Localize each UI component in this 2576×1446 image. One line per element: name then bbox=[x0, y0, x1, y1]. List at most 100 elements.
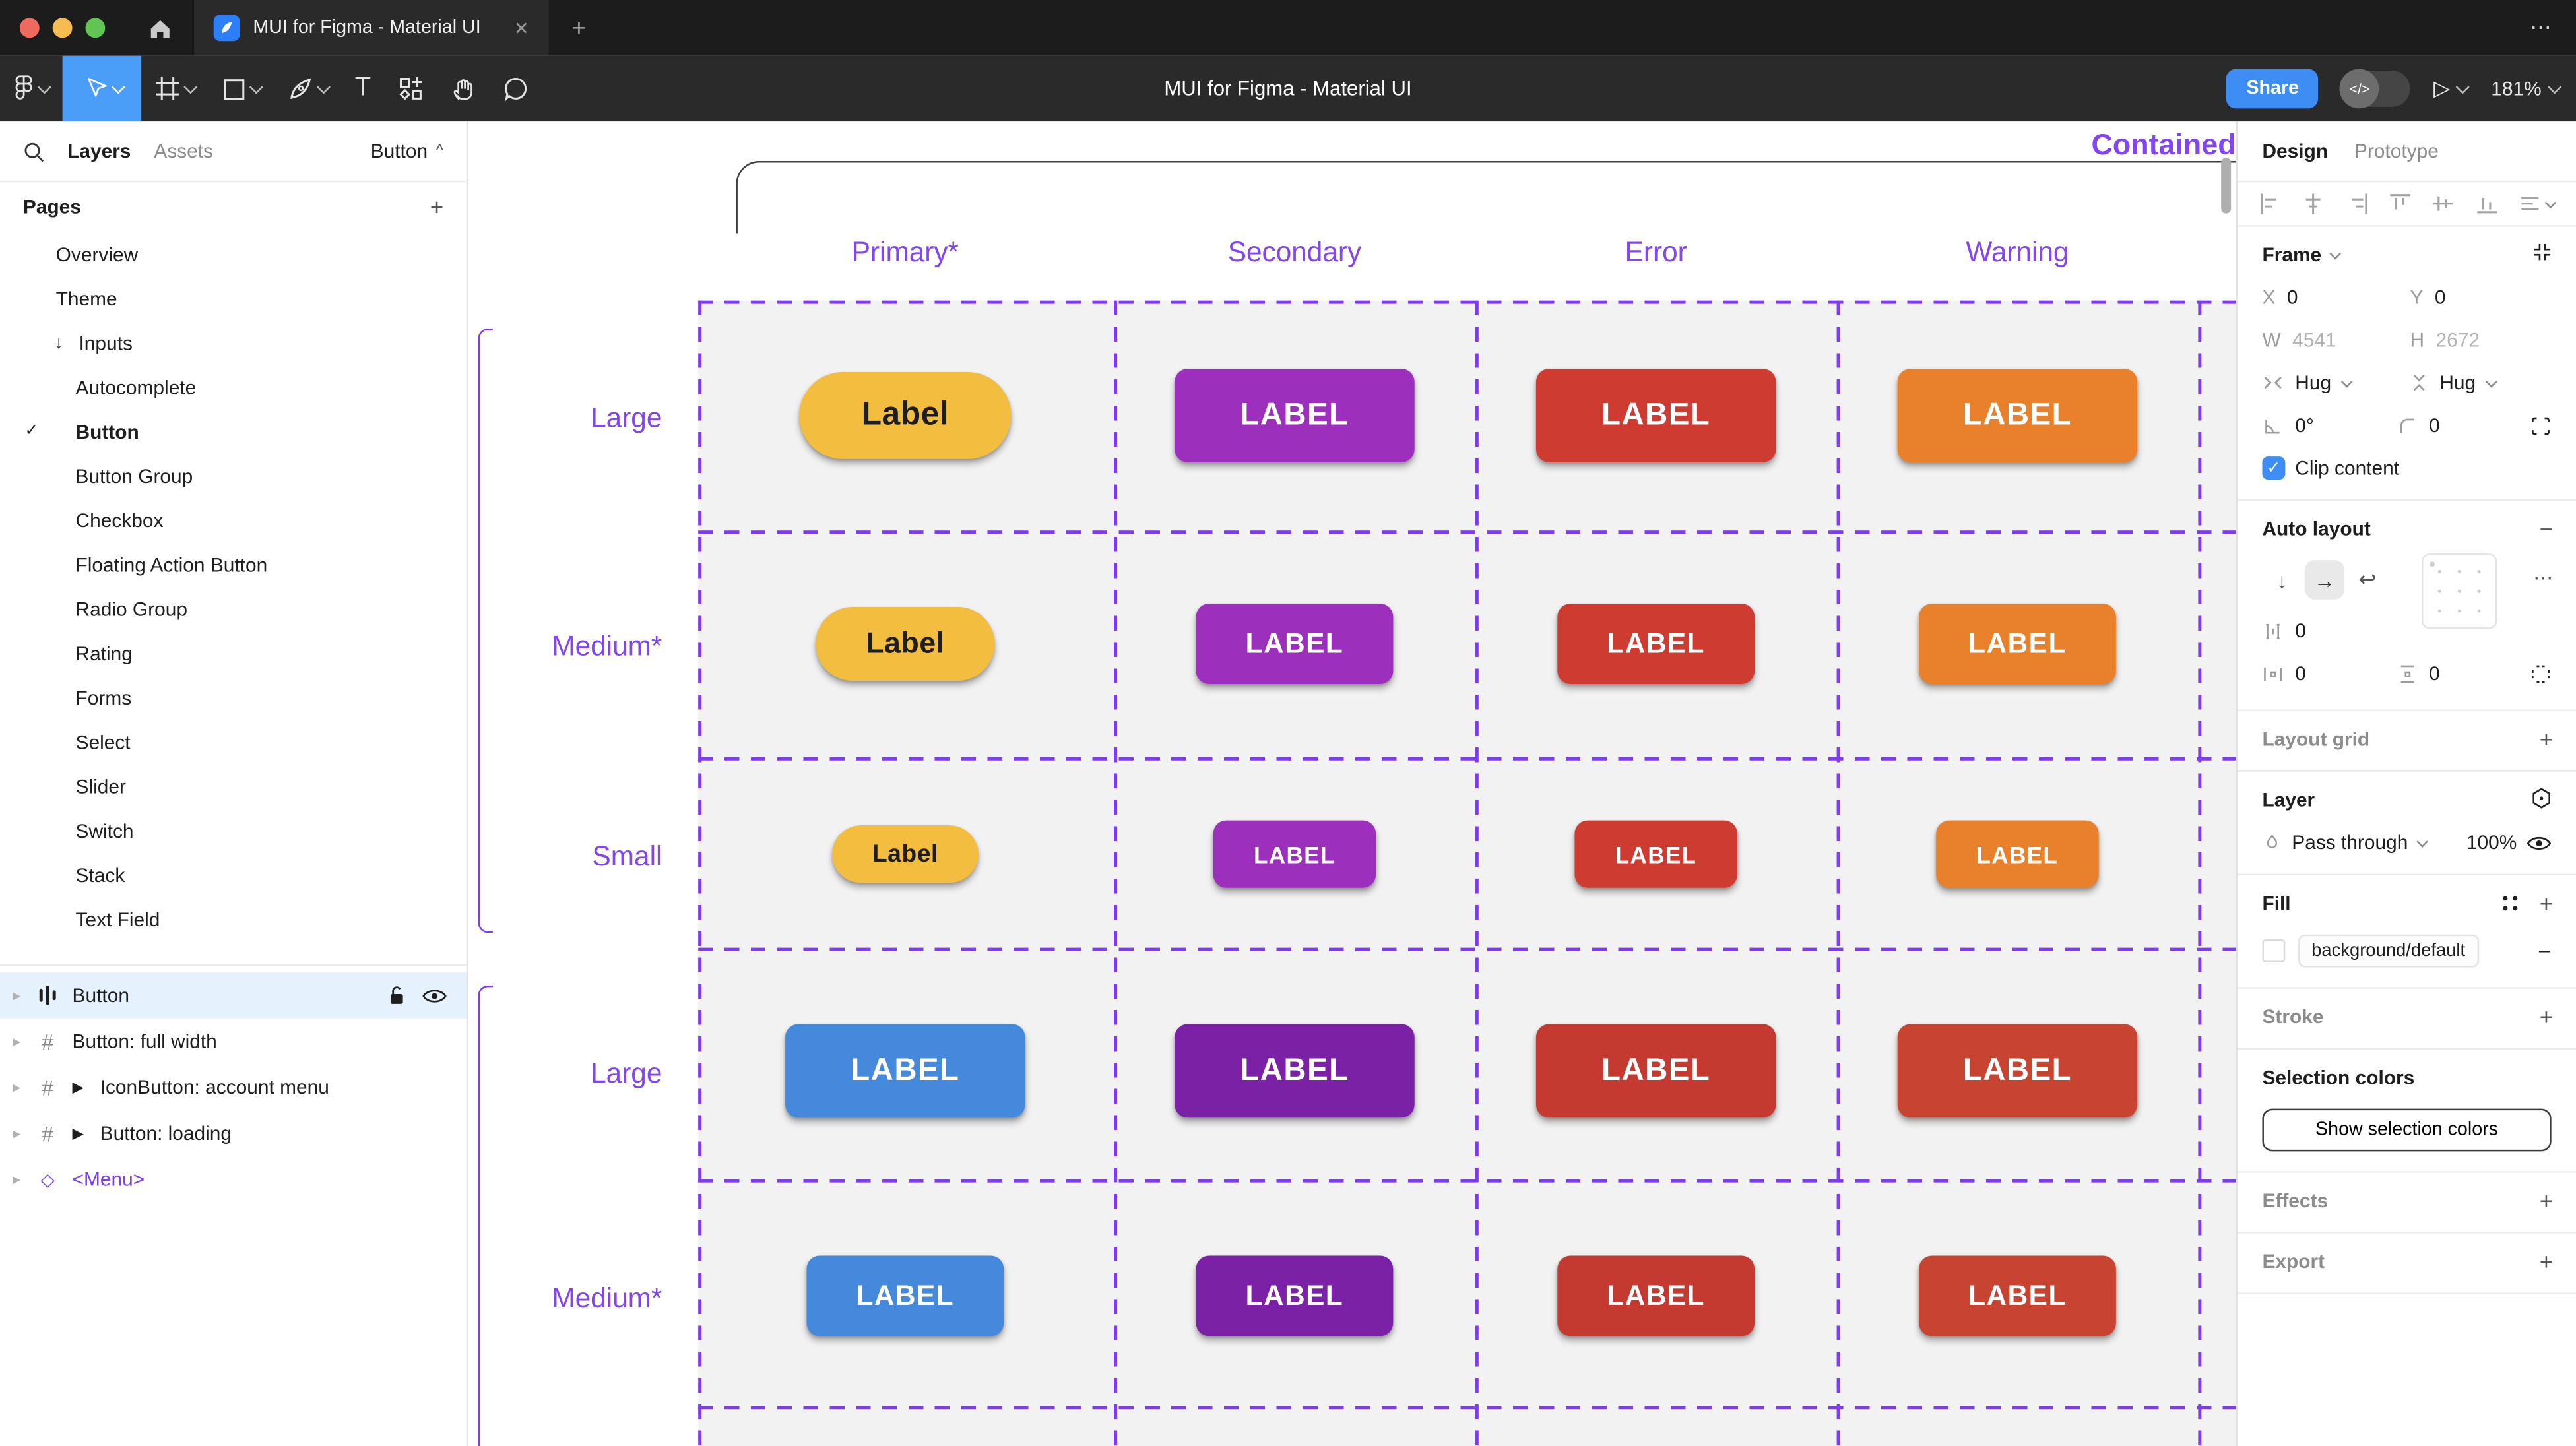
dev-mode-toggle[interactable]: </> bbox=[2340, 69, 2411, 109]
specimen-button-r3-c4[interactable]: LABEL bbox=[1936, 820, 2099, 888]
clip-content-checkbox[interactable]: ✓ bbox=[2262, 456, 2286, 480]
layer-item-iconbutton-account-menu[interactable]: ▸ # ▶ IconButton: account menu bbox=[0, 1064, 467, 1110]
height-field[interactable]: H 2672 bbox=[2410, 329, 2548, 352]
page-item-rating[interactable]: Rating bbox=[0, 631, 467, 675]
pen-tool-button[interactable] bbox=[274, 56, 342, 122]
add-layout-grid-button[interactable]: + bbox=[2539, 726, 2554, 753]
visibility-eye-icon[interactable] bbox=[2527, 834, 2552, 852]
specimen-button-r4-c4[interactable]: LABEL bbox=[1897, 1024, 2138, 1118]
new-tab-button[interactable]: + bbox=[571, 14, 587, 42]
align-right-icon[interactable] bbox=[2346, 192, 2369, 215]
y-position-field[interactable]: Y 0 bbox=[2410, 286, 2548, 309]
clip-content-row[interactable]: ✓ Clip content bbox=[2262, 456, 2551, 480]
specimen-button-r2-c3[interactable]: LABEL bbox=[1557, 604, 1755, 685]
tab-layers[interactable]: Layers bbox=[67, 139, 131, 163]
hand-tool-button[interactable] bbox=[437, 56, 490, 122]
minimize-window-button[interactable] bbox=[52, 18, 73, 38]
shape-tool-button[interactable] bbox=[209, 56, 274, 122]
align-vertical-center-icon[interactable] bbox=[2432, 192, 2455, 215]
specimen-button-r4-c1[interactable]: LABEL bbox=[785, 1024, 1025, 1118]
page-item-overview[interactable]: Overview bbox=[0, 232, 467, 276]
canvas[interactable]: Contained Primary* Secondary Error Warning … bbox=[468, 121, 2236, 1446]
resources-tool-button[interactable] bbox=[384, 56, 437, 122]
x-position-field[interactable]: X 0 bbox=[2262, 286, 2400, 309]
specimen-button-r5-c2[interactable]: LABEL bbox=[1196, 1255, 1394, 1336]
wrap-button[interactable]: ↩ bbox=[2358, 566, 2377, 592]
remove-auto-layout-button[interactable]: − bbox=[2539, 515, 2554, 542]
specimen-button-r2-c1[interactable]: Label bbox=[816, 606, 995, 681]
auto-layout-more-button[interactable]: ⋯ bbox=[2533, 566, 2554, 590]
present-button[interactable]: ▷ bbox=[2433, 76, 2470, 102]
page-item-text-field[interactable]: Text Field bbox=[0, 896, 467, 941]
specimen-button-r1-c1[interactable]: Label bbox=[799, 371, 1012, 459]
specimen-button-r4-c3[interactable]: LABEL bbox=[1535, 1024, 1776, 1118]
layer-item-button[interactable]: ▸ Button bbox=[0, 972, 467, 1019]
zoom-menu[interactable]: 181% bbox=[2491, 77, 2562, 100]
specimen-button-r1-c2[interactable]: LABEL bbox=[1175, 368, 1415, 462]
close-window-button[interactable] bbox=[19, 18, 40, 38]
specimen-button-r3-c2[interactable]: LABEL bbox=[1213, 820, 1376, 888]
specimen-button-r2-c2[interactable]: LABEL bbox=[1196, 604, 1394, 685]
add-fill-button[interactable]: + bbox=[2539, 890, 2554, 917]
specimen-button-r3-c3[interactable]: LABEL bbox=[1574, 820, 1737, 888]
add-stroke-button[interactable]: + bbox=[2539, 1003, 2554, 1030]
close-tab-icon[interactable]: ✕ bbox=[513, 18, 529, 39]
independent-corners-icon[interactable] bbox=[2530, 415, 2551, 436]
gap-field[interactable]: 0 bbox=[2262, 619, 2400, 643]
horizontal-sizing-dropdown[interactable]: Hug bbox=[2262, 371, 2400, 394]
page-selector[interactable]: Button ^ bbox=[371, 140, 444, 163]
figma-menu-button[interactable] bbox=[0, 56, 63, 122]
fill-color-swatch[interactable] bbox=[2262, 939, 2286, 963]
specimen-button-r5-c1[interactable]: LABEL bbox=[806, 1255, 1004, 1336]
expand-caret-icon[interactable]: ▸ bbox=[13, 1032, 21, 1049]
show-selection-colors-button[interactable]: Show selection colors bbox=[2262, 1108, 2552, 1152]
align-top-icon[interactable] bbox=[2389, 192, 2412, 215]
blend-mode-dropdown[interactable]: Pass through bbox=[2292, 831, 2408, 854]
comment-tool-button[interactable] bbox=[489, 56, 542, 122]
section-title[interactable]: Contained bbox=[2091, 128, 2236, 162]
add-page-button[interactable]: + bbox=[430, 193, 444, 220]
canvas-scrollbar[interactable] bbox=[2221, 158, 2232, 214]
home-button[interactable] bbox=[128, 0, 194, 56]
page-item-forms[interactable]: Forms bbox=[0, 675, 467, 719]
layer-item-button-full-width[interactable]: ▸ # Button: full width bbox=[0, 1019, 467, 1065]
collapse-icon[interactable] bbox=[2532, 241, 2553, 263]
blend-mode-icon[interactable] bbox=[2530, 787, 2553, 810]
add-export-button[interactable]: + bbox=[2539, 1248, 2554, 1275]
layer-item--menu-[interactable]: ▸ ◇ <Menu> bbox=[0, 1156, 467, 1203]
distribute-menu[interactable] bbox=[2519, 192, 2557, 215]
individual-padding-icon[interactable] bbox=[2530, 663, 2551, 684]
opacity-value[interactable]: 100% bbox=[2466, 831, 2517, 854]
page-item-theme[interactable]: Theme bbox=[0, 276, 467, 320]
window-more-icon[interactable]: ⋯ bbox=[2530, 15, 2554, 40]
tab-design[interactable]: Design bbox=[2262, 139, 2329, 163]
specimen-button-r1-c4[interactable]: LABEL bbox=[1897, 368, 2138, 462]
expand-caret-icon[interactable]: ▸ bbox=[13, 1124, 21, 1141]
share-button[interactable]: Share bbox=[2226, 69, 2319, 109]
frame-section-title[interactable]: Frame bbox=[2262, 243, 2551, 266]
direction-vertical-button[interactable]: ↓ bbox=[2276, 567, 2288, 592]
page-item-select[interactable]: Select bbox=[0, 720, 467, 764]
search-icon[interactable] bbox=[23, 141, 44, 162]
vertical-sizing-dropdown[interactable]: Hug bbox=[2410, 371, 2548, 394]
alignment-grid[interactable] bbox=[2421, 553, 2497, 629]
page-item-stack[interactable]: Stack bbox=[0, 852, 467, 896]
unlock-icon[interactable] bbox=[388, 986, 406, 1005]
specimen-button-r4-c2[interactable]: LABEL bbox=[1175, 1024, 1415, 1118]
frame-tool-button[interactable] bbox=[141, 56, 209, 122]
zoom-window-button[interactable] bbox=[85, 18, 106, 38]
move-tool-button[interactable] bbox=[62, 55, 142, 122]
specimen-button-r2-c4[interactable]: LABEL bbox=[1919, 604, 2116, 685]
page-item-autocomplete[interactable]: Autocomplete bbox=[0, 365, 467, 409]
expand-caret-icon[interactable]: ▸ bbox=[13, 1078, 21, 1095]
layer-item-button-loading[interactable]: ▸ # ▶ Button: loading bbox=[0, 1110, 467, 1156]
page-item-button-group[interactable]: Button Group bbox=[0, 453, 467, 497]
specimen-button-r3-c1[interactable]: Label bbox=[832, 825, 979, 883]
specimen-button-r5-c4[interactable]: LABEL bbox=[1919, 1255, 2116, 1336]
rotation-field[interactable]: 0° bbox=[2262, 414, 2386, 437]
align-horizontal-center-icon[interactable] bbox=[2302, 192, 2325, 215]
remove-fill-button[interactable]: − bbox=[2538, 937, 2552, 964]
page-item-checkbox[interactable]: Checkbox bbox=[0, 497, 467, 542]
vertical-padding-field[interactable]: 0 bbox=[2396, 662, 2520, 685]
file-tab[interactable]: MUI for Figma - Material UI ✕ bbox=[193, 0, 549, 56]
